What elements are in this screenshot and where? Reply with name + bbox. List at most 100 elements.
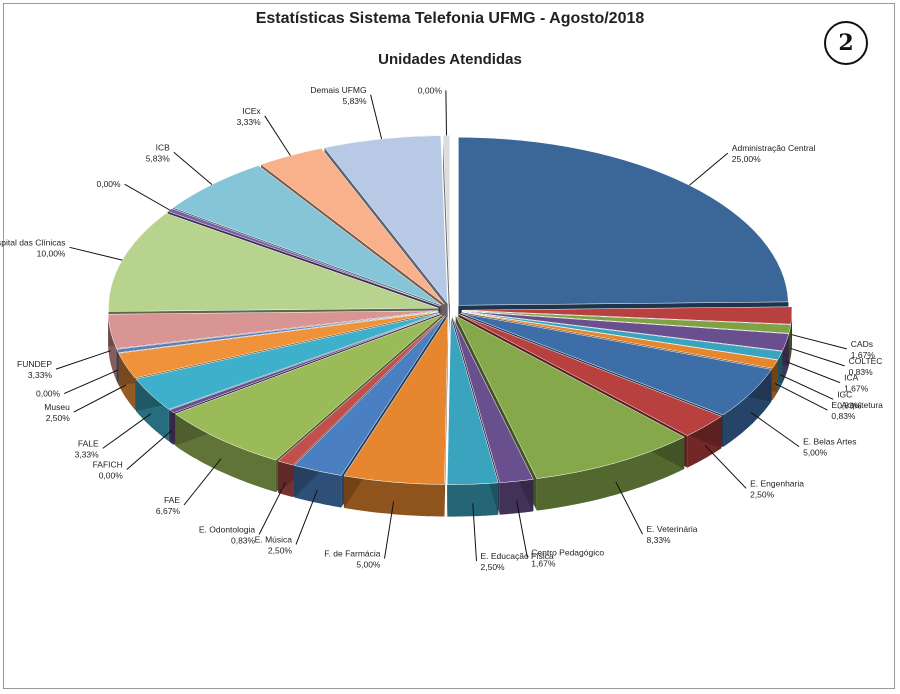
slice-demais-ufmg [324, 135, 448, 305]
slice-e-veterinaria [455, 315, 685, 479]
label-name-f-de-farmacia: F. de Farmácia [324, 549, 380, 559]
label-value-0-00-slice: 0,00% [36, 389, 61, 399]
label-value-e-engenharia: 2,50% [750, 489, 775, 499]
label-value-museu: 2,50% [46, 413, 71, 423]
slice-wall-0-00-slice-3-0 [443, 135, 450, 336]
label-value-e-educacao-fisica: 2,50% [481, 562, 506, 572]
leader-line-e-engenharia [704, 445, 747, 489]
label-value-fafich: 0,00% [99, 471, 124, 481]
chart-title: Estatísticas Sistema Telefonia UFMG - Ag… [255, 10, 645, 27]
leader-line-ica [785, 361, 841, 384]
label-name-e-engenharia: E. Engenharia [750, 478, 804, 488]
leader-line-e-belas-artes [750, 411, 800, 448]
leader-line-museu [73, 384, 127, 413]
label-value-icb: 5,83% [146, 153, 171, 163]
label-value-ica: 1,67% [844, 384, 869, 394]
label-value-hospital-das-clinicas: 10,00% [37, 248, 66, 258]
slice-cads [461, 306, 793, 325]
leader-line-e-musica [295, 489, 318, 545]
label-value-coltec: 0,83% [849, 367, 874, 377]
leader-line-fale [102, 413, 152, 449]
slice-museu [118, 311, 439, 379]
leader-line-e-arquitetura [774, 382, 828, 411]
label-name-centro-pedagogico: Centro Pedagógico [531, 547, 604, 557]
label-value-igc: 0,83% [837, 400, 862, 410]
leader-line-igc [779, 374, 834, 400]
slice-e-odontologia [277, 315, 445, 466]
label-name-museu: Museu [44, 402, 70, 412]
slice-icex [260, 148, 445, 305]
slice-centro-pedagogico [452, 316, 534, 483]
leader-line-fundep [55, 350, 111, 370]
leader-line-0-00-slice [63, 369, 118, 395]
label-name-e-belas-artes: E. Belas Artes [803, 437, 856, 447]
leader-line-0-00-slice-3 [445, 90, 447, 136]
label-name-ica: ICA [844, 373, 859, 383]
slice-fundep [107, 310, 439, 349]
label-value-demais-ufmg: 5,83% [342, 96, 367, 106]
leader-line-e-educacao-fisica [472, 503, 477, 562]
slice-administracao-central [458, 137, 789, 306]
label-value-fale: 3,33% [75, 449, 100, 459]
leader-line-demais-ufmg [370, 94, 383, 140]
label-value-e-odontologia: 0,83% [231, 536, 256, 546]
slice-fae [174, 314, 443, 461]
label-name-hospital-das-clinicas: Hospital das Clínicas [0, 237, 66, 247]
leader-line-icex [264, 115, 291, 156]
slice-fafich [169, 313, 441, 414]
slice-side-f-de-farmacia [343, 475, 445, 517]
label-name-icex: ICEx [242, 106, 261, 116]
label-name-demais-ufmg: Demais UFMG [310, 85, 366, 95]
label-name-e-educacao-fisica: E. Educação Física [481, 551, 555, 561]
label-value-0-00-slice-2: 0,00% [96, 179, 121, 189]
slice-ica [461, 310, 790, 352]
slice-e-engenharia [458, 314, 722, 436]
label-name-icb: ICB [156, 142, 171, 152]
label-value-fae: 6,67% [156, 506, 181, 516]
label-name-igc: IGC [837, 389, 852, 399]
leader-line-e-veterinaria [615, 481, 643, 535]
slice-0-00-slice-3 [442, 135, 451, 304]
slice-e-belas-artes [460, 312, 772, 416]
label-name-fale: FALE [78, 438, 99, 448]
leader-line-e-odontologia [258, 482, 286, 535]
leader-line-centro-pedagogico [516, 500, 528, 558]
chart-subtitle: Unidades Atendidas [378, 51, 522, 68]
slice-coltec [461, 310, 792, 334]
label-value-centro-pedagogico: 1,67% [531, 558, 556, 568]
label-name-e-arquitetura: E. Arquitetura [831, 400, 883, 410]
slice-icb [172, 165, 442, 306]
slice-side-e-veterinaria [536, 437, 685, 511]
label-name-administracao-central: Administração Central [732, 143, 816, 153]
leader-line-0-00-slice-2 [124, 183, 170, 211]
leader-line-fafich [126, 430, 172, 470]
label-value-e-arquitetura: 0,83% [831, 411, 856, 421]
label-value-fundep: 3,33% [28, 370, 53, 380]
slice-f-de-farmacia [343, 315, 449, 485]
label-name-e-veterinaria: E. Veterinária [647, 524, 698, 534]
slice-igc [461, 311, 783, 360]
label-value-e-belas-artes: 5,00% [803, 448, 828, 458]
slice-e-musica [293, 315, 446, 476]
slice-e-educacao-fisica [446, 316, 499, 485]
label-value-0-00-slice-3: 0,00% [418, 85, 443, 95]
label-name-cads: CADs [851, 339, 873, 349]
label-value-e-veterinaria: 8,33% [647, 535, 672, 545]
leader-line-hospital-das-clinicas [69, 246, 123, 261]
label-name-e-musica: E. Música [255, 534, 293, 544]
leader-line-fae [183, 458, 222, 506]
label-value-administracao-central: 25,00% [732, 154, 761, 164]
leader-line-cads [791, 334, 847, 350]
label-name-fundep: FUNDEP [17, 359, 52, 369]
page-number-badge: 2 [824, 21, 868, 65]
label-value-icex: 3,33% [237, 117, 262, 127]
label-name-e-odontologia: E. Odontologia [199, 525, 256, 535]
leader-line-icb [173, 151, 213, 185]
slice-0-00-slice [116, 311, 439, 353]
label-value-f-de-farmacia: 5,00% [356, 560, 381, 570]
label-name-fae: FAE [164, 495, 180, 505]
slice-e-arquitetura [461, 311, 779, 369]
label-name-fafich: FAFICH [93, 460, 123, 470]
slice-side-e-educacao-fisica [447, 482, 499, 517]
